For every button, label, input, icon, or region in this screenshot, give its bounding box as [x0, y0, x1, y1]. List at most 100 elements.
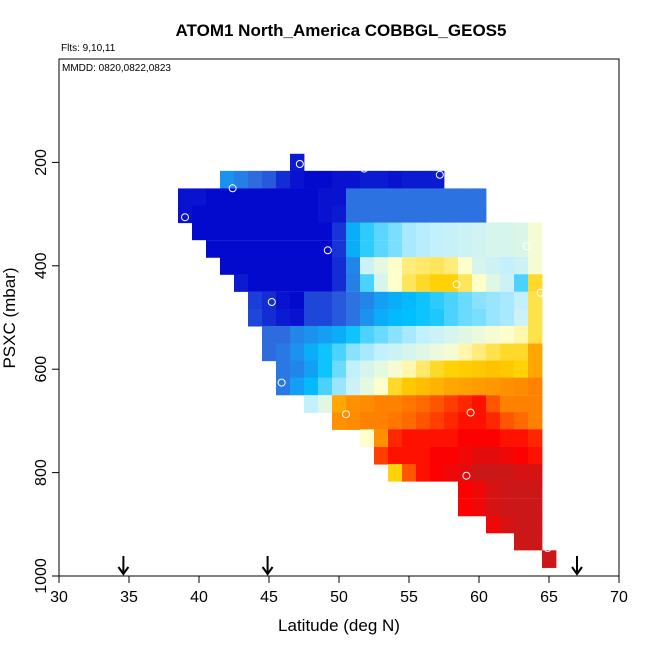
heatmap-cell: [402, 325, 417, 344]
heatmap-cell: [360, 308, 375, 327]
sample-circle: [543, 544, 552, 553]
arrow-markers: [117, 556, 583, 576]
heatmap-cell: [514, 395, 529, 413]
heatmap-cell: [374, 274, 389, 292]
heatmap-cell: [304, 360, 319, 379]
heatmap-cell: [472, 360, 487, 379]
heatmap-cell: [262, 222, 277, 241]
heatmap-cell: [500, 481, 515, 499]
y-tick-label: 200: [33, 149, 50, 176]
heatmap-cell: [444, 343, 459, 362]
heatmap-cell: [318, 308, 333, 327]
heatmap-cell: [472, 222, 487, 241]
heatmap-cell: [500, 274, 515, 292]
x-axis: 30 35 40 45 50 55 60 65 70: [50, 576, 628, 606]
heatmap-cell: [500, 222, 515, 241]
heatmap-cell: [528, 532, 543, 551]
arrow-marker: [571, 556, 583, 576]
heatmap-cell: [346, 274, 361, 292]
heatmap-cell: [486, 377, 501, 396]
heatmap-cell: [486, 343, 501, 362]
heatmap-cell: [346, 222, 361, 241]
heatmap-cell: [332, 377, 347, 396]
heatmap-cell: [360, 395, 375, 413]
heatmap-cell: [416, 188, 431, 207]
heatmap-cell: [346, 412, 361, 430]
heatmap-cell: [318, 222, 333, 241]
heatmap-cell: [402, 377, 417, 396]
heatmap-cell: [276, 377, 291, 396]
heatmap-cell: [388, 205, 403, 224]
heatmap-cell: [206, 240, 221, 258]
heatmap-cell: [318, 274, 333, 292]
heatmap-cell: [500, 412, 515, 430]
sample-circle: [323, 246, 332, 255]
heatmap-cell: [234, 240, 249, 258]
heatmap-cell: [262, 188, 277, 207]
heatmap-cell: [444, 188, 459, 207]
heatmap-cell: [486, 412, 501, 430]
heatmap-cell: [290, 308, 305, 327]
heatmap-cell: [276, 257, 291, 275]
heatmap-cell: [458, 257, 473, 275]
heatmap-cell: [192, 205, 207, 224]
heatmap-cell: [416, 222, 431, 241]
sample-circle: [435, 170, 444, 179]
heatmap-cell: [430, 188, 445, 207]
heatmap-cell: [374, 360, 389, 379]
heatmap-cell: [290, 240, 305, 258]
heatmap-cell: [276, 360, 291, 379]
heatmap-cell: [304, 188, 319, 207]
heatmap-cell: [416, 205, 431, 224]
heatmap-cell: [360, 325, 375, 344]
heatmap-cell: [416, 240, 431, 258]
heatmap-cell: [388, 222, 403, 241]
heatmap-cell: [220, 205, 235, 224]
heatmap-cell: [416, 274, 431, 292]
heatmap-cell: [332, 240, 347, 258]
x-tick-label: 40: [190, 589, 208, 606]
heatmap-cell: [402, 205, 417, 224]
heatmap-cell: [388, 412, 403, 430]
heatmap-cell: [458, 240, 473, 258]
heatmap-cell: [360, 429, 375, 447]
y-tick-label: 800: [33, 459, 50, 486]
heatmap-cell: [290, 343, 305, 362]
heatmap-cell: [528, 429, 543, 447]
heatmap-cell: [416, 308, 431, 327]
heatmap-cell: [430, 395, 445, 413]
heatmap-cell: [388, 325, 403, 344]
heatmap-cell: [346, 308, 361, 327]
heatmap-cell: [248, 222, 263, 241]
y-tick-label: 1000: [33, 558, 50, 594]
heatmap-cell: [514, 429, 529, 447]
heatmap-cell: [472, 257, 487, 275]
heatmap-cell: [444, 325, 459, 344]
heatmap-cell: [304, 240, 319, 258]
heatmap-cell: [514, 532, 529, 551]
heatmap-cell: [500, 395, 515, 413]
heatmap-cell: [500, 308, 515, 327]
heatmap-cell: [430, 240, 445, 258]
heatmap-cell: [528, 498, 543, 517]
heatmap-cell: [290, 291, 305, 310]
heatmap-cell: [402, 240, 417, 258]
sample-circle: [536, 288, 545, 297]
heatmap-cell: [248, 188, 263, 207]
heatmap-cell: [500, 325, 515, 344]
heatmap-cell: [528, 377, 543, 396]
heatmap-cell: [318, 257, 333, 275]
heatmap-cell: [262, 257, 277, 275]
heatmap-cell: [192, 188, 207, 207]
heatmap-cell: [220, 257, 235, 275]
heatmap-cell: [430, 205, 445, 224]
heatmap-cell: [472, 412, 487, 430]
heatmap-cell: [402, 291, 417, 310]
heatmap-cell: [374, 343, 389, 362]
heatmap-cell: [444, 240, 459, 258]
heatmap-cell: [360, 205, 375, 224]
heatmap-cell: [416, 446, 431, 465]
heatmap-cell: [528, 446, 543, 465]
heatmap-cell: [486, 429, 501, 447]
heatmap-cell: [458, 188, 473, 207]
